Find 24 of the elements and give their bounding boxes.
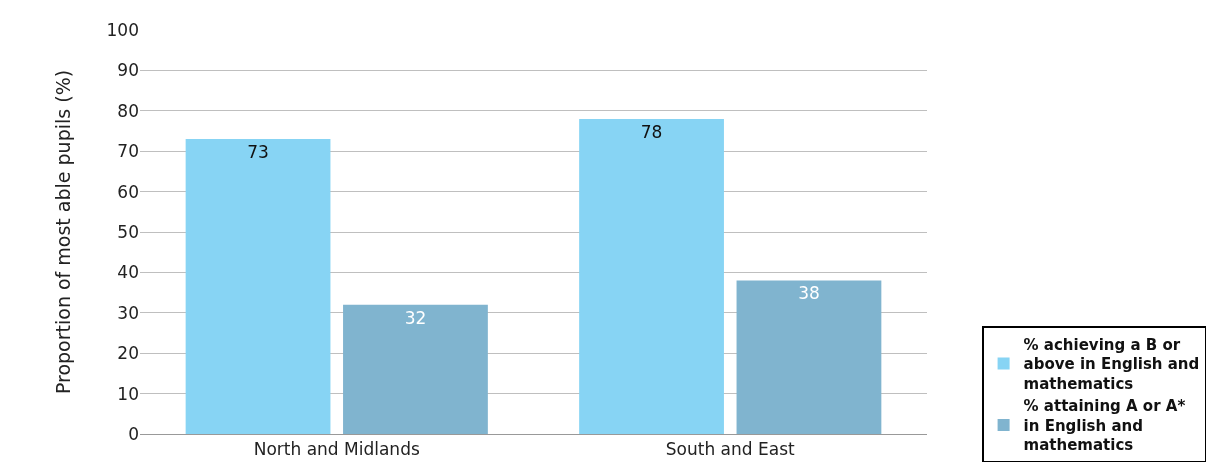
- y-axis-title: Proportion of most able pupils (%): [52, 69, 75, 395]
- y-tick-label: 70: [117, 141, 139, 162]
- bar: [343, 304, 488, 434]
- data-label: 73: [247, 142, 269, 163]
- y-tick-label: 90: [117, 60, 139, 81]
- bar: [736, 280, 882, 434]
- x-tick-label: North and Midlands: [253, 439, 420, 460]
- x-tick-label: South and East: [665, 439, 796, 460]
- y-tick-label: 10: [117, 383, 139, 404]
- y-tick-label: 30: [117, 302, 139, 323]
- legend-label: % attaining A or A* in English and mathematics: [1023, 397, 1186, 455]
- data-label: 38: [798, 283, 820, 304]
- legend-label: % achieving a B or above in English and mathematics: [1023, 335, 1200, 393]
- bar: [185, 139, 331, 434]
- y-tick-label: 50: [117, 221, 139, 242]
- y-tick-label: 20: [117, 343, 139, 364]
- y-tick-label: 60: [117, 181, 139, 202]
- y-tick-label: 80: [117, 100, 139, 121]
- y-tick-label: 0: [128, 423, 139, 444]
- y-tick-label: 40: [117, 262, 139, 283]
- bar: [579, 118, 724, 434]
- y-tick-label: 100: [106, 19, 139, 40]
- data-label: 32: [404, 307, 427, 328]
- data-label: 78: [640, 121, 663, 142]
